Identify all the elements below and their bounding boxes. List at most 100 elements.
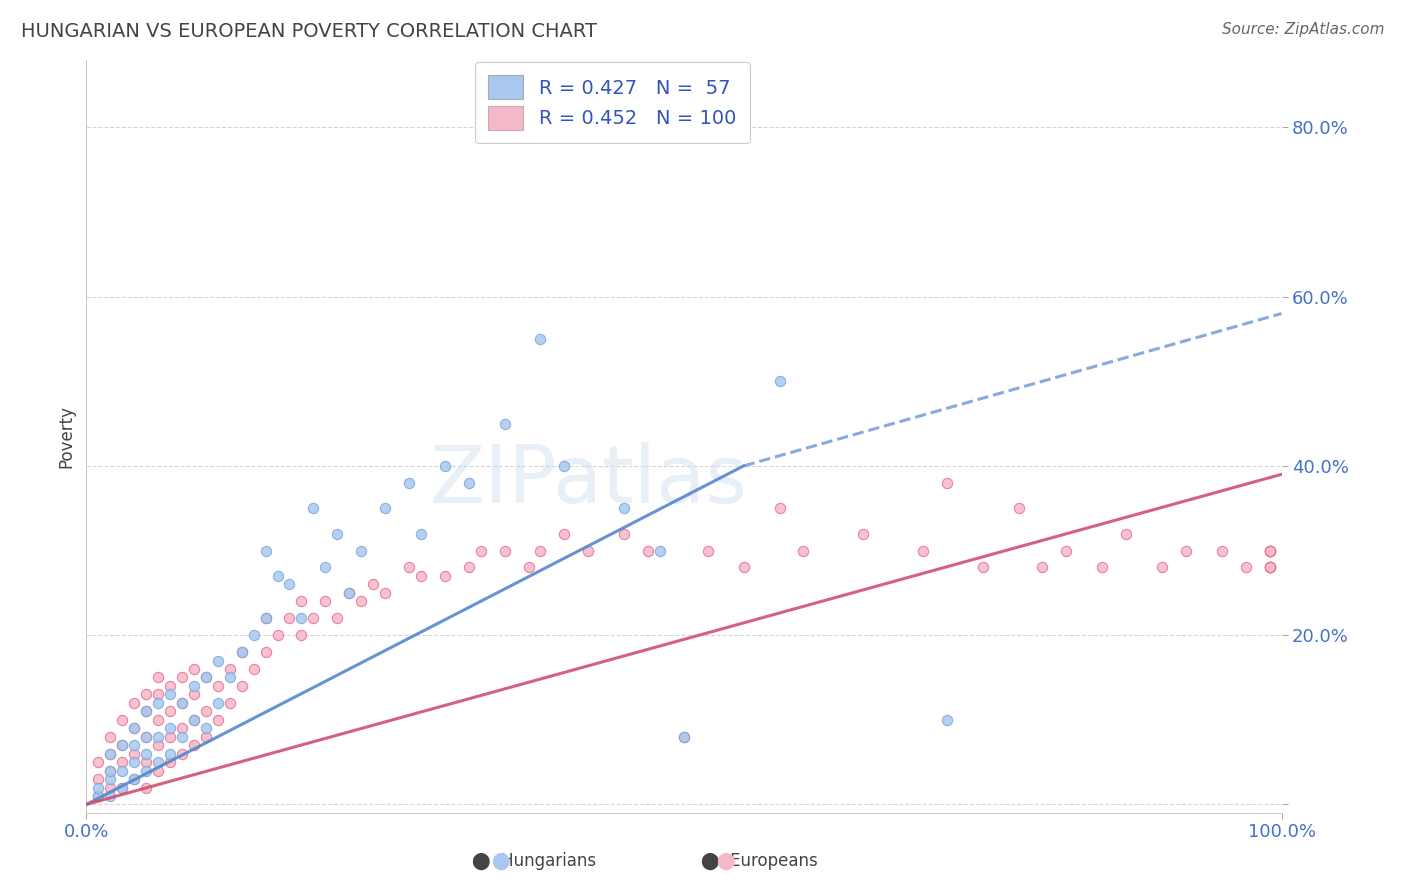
Point <box>470 543 492 558</box>
Point <box>337 586 360 600</box>
Text: HUNGARIAN VS EUROPEAN POVERTY CORRELATION CHART: HUNGARIAN VS EUROPEAN POVERTY CORRELATIO… <box>21 22 598 41</box>
Point <box>494 543 516 558</box>
Point <box>207 654 229 668</box>
Point <box>170 696 193 710</box>
Point <box>374 586 396 600</box>
Point <box>87 780 110 795</box>
Point <box>122 755 145 769</box>
Point <box>733 560 755 574</box>
Point <box>170 696 193 710</box>
Point <box>122 747 145 761</box>
Point <box>672 730 695 744</box>
Point <box>146 713 169 727</box>
Text: ZIPatlas: ZIPatlas <box>429 442 748 520</box>
Point <box>146 687 169 701</box>
Point <box>433 569 456 583</box>
Point <box>111 755 134 769</box>
Point <box>852 526 875 541</box>
Point <box>1258 543 1281 558</box>
Point <box>302 611 325 625</box>
Point <box>146 696 169 710</box>
Point <box>207 679 229 693</box>
Point <box>326 526 349 541</box>
Point <box>122 772 145 786</box>
Point <box>935 713 957 727</box>
Point <box>290 594 312 608</box>
Point <box>409 526 432 541</box>
Point <box>218 696 240 710</box>
Point <box>254 543 277 558</box>
Point <box>1174 543 1197 558</box>
Point <box>1115 526 1137 541</box>
Point <box>398 560 420 574</box>
Point <box>1091 560 1114 574</box>
Point <box>314 560 336 574</box>
Point <box>98 747 121 761</box>
Point <box>122 721 145 735</box>
Point <box>135 730 157 744</box>
Legend: R = 0.427   N =  57, R = 0.452   N = 100: R = 0.427 N = 57, R = 0.452 N = 100 <box>475 62 749 144</box>
Point <box>122 772 145 786</box>
Point <box>170 730 193 744</box>
Point <box>911 543 934 558</box>
Point <box>159 755 181 769</box>
Point <box>231 645 253 659</box>
Point <box>1258 560 1281 574</box>
Point <box>87 772 110 786</box>
Point <box>146 671 169 685</box>
Point <box>146 755 169 769</box>
Point <box>1258 543 1281 558</box>
Point <box>517 560 540 574</box>
Point <box>98 772 121 786</box>
Point <box>242 662 264 676</box>
Point <box>159 704 181 718</box>
Point <box>159 747 181 761</box>
Point <box>194 730 217 744</box>
Point <box>135 755 157 769</box>
Point <box>159 730 181 744</box>
Point <box>183 713 205 727</box>
Point <box>433 458 456 473</box>
Point <box>194 671 217 685</box>
Point <box>1211 543 1233 558</box>
Point <box>231 645 253 659</box>
Point <box>183 713 205 727</box>
Point <box>613 501 636 516</box>
Point <box>350 543 373 558</box>
Point <box>111 764 134 778</box>
Point <box>1150 560 1173 574</box>
Point <box>170 671 193 685</box>
Point <box>935 475 957 490</box>
Point <box>290 611 312 625</box>
Y-axis label: Poverty: Poverty <box>58 405 75 467</box>
Point <box>146 738 169 752</box>
Point <box>529 332 551 346</box>
Text: Source: ZipAtlas.com: Source: ZipAtlas.com <box>1222 22 1385 37</box>
Point <box>1007 501 1029 516</box>
Point <box>254 611 277 625</box>
Point <box>159 721 181 735</box>
Text: ⬤: ⬤ <box>716 852 735 870</box>
Point <box>207 713 229 727</box>
Point <box>170 747 193 761</box>
Point <box>613 526 636 541</box>
Point <box>314 594 336 608</box>
Point <box>135 730 157 744</box>
Point <box>98 747 121 761</box>
Point <box>111 780 134 795</box>
Point <box>576 543 599 558</box>
Point <box>457 560 479 574</box>
Point <box>135 764 157 778</box>
Point <box>218 671 240 685</box>
Point <box>792 543 814 558</box>
Text: ⬤: ⬤ <box>491 852 510 870</box>
Point <box>194 721 217 735</box>
Point <box>278 611 301 625</box>
Point <box>98 780 121 795</box>
Point <box>122 696 145 710</box>
Point <box>768 501 790 516</box>
Point <box>135 704 157 718</box>
Point <box>768 374 790 388</box>
Point <box>1258 560 1281 574</box>
Point <box>1258 543 1281 558</box>
